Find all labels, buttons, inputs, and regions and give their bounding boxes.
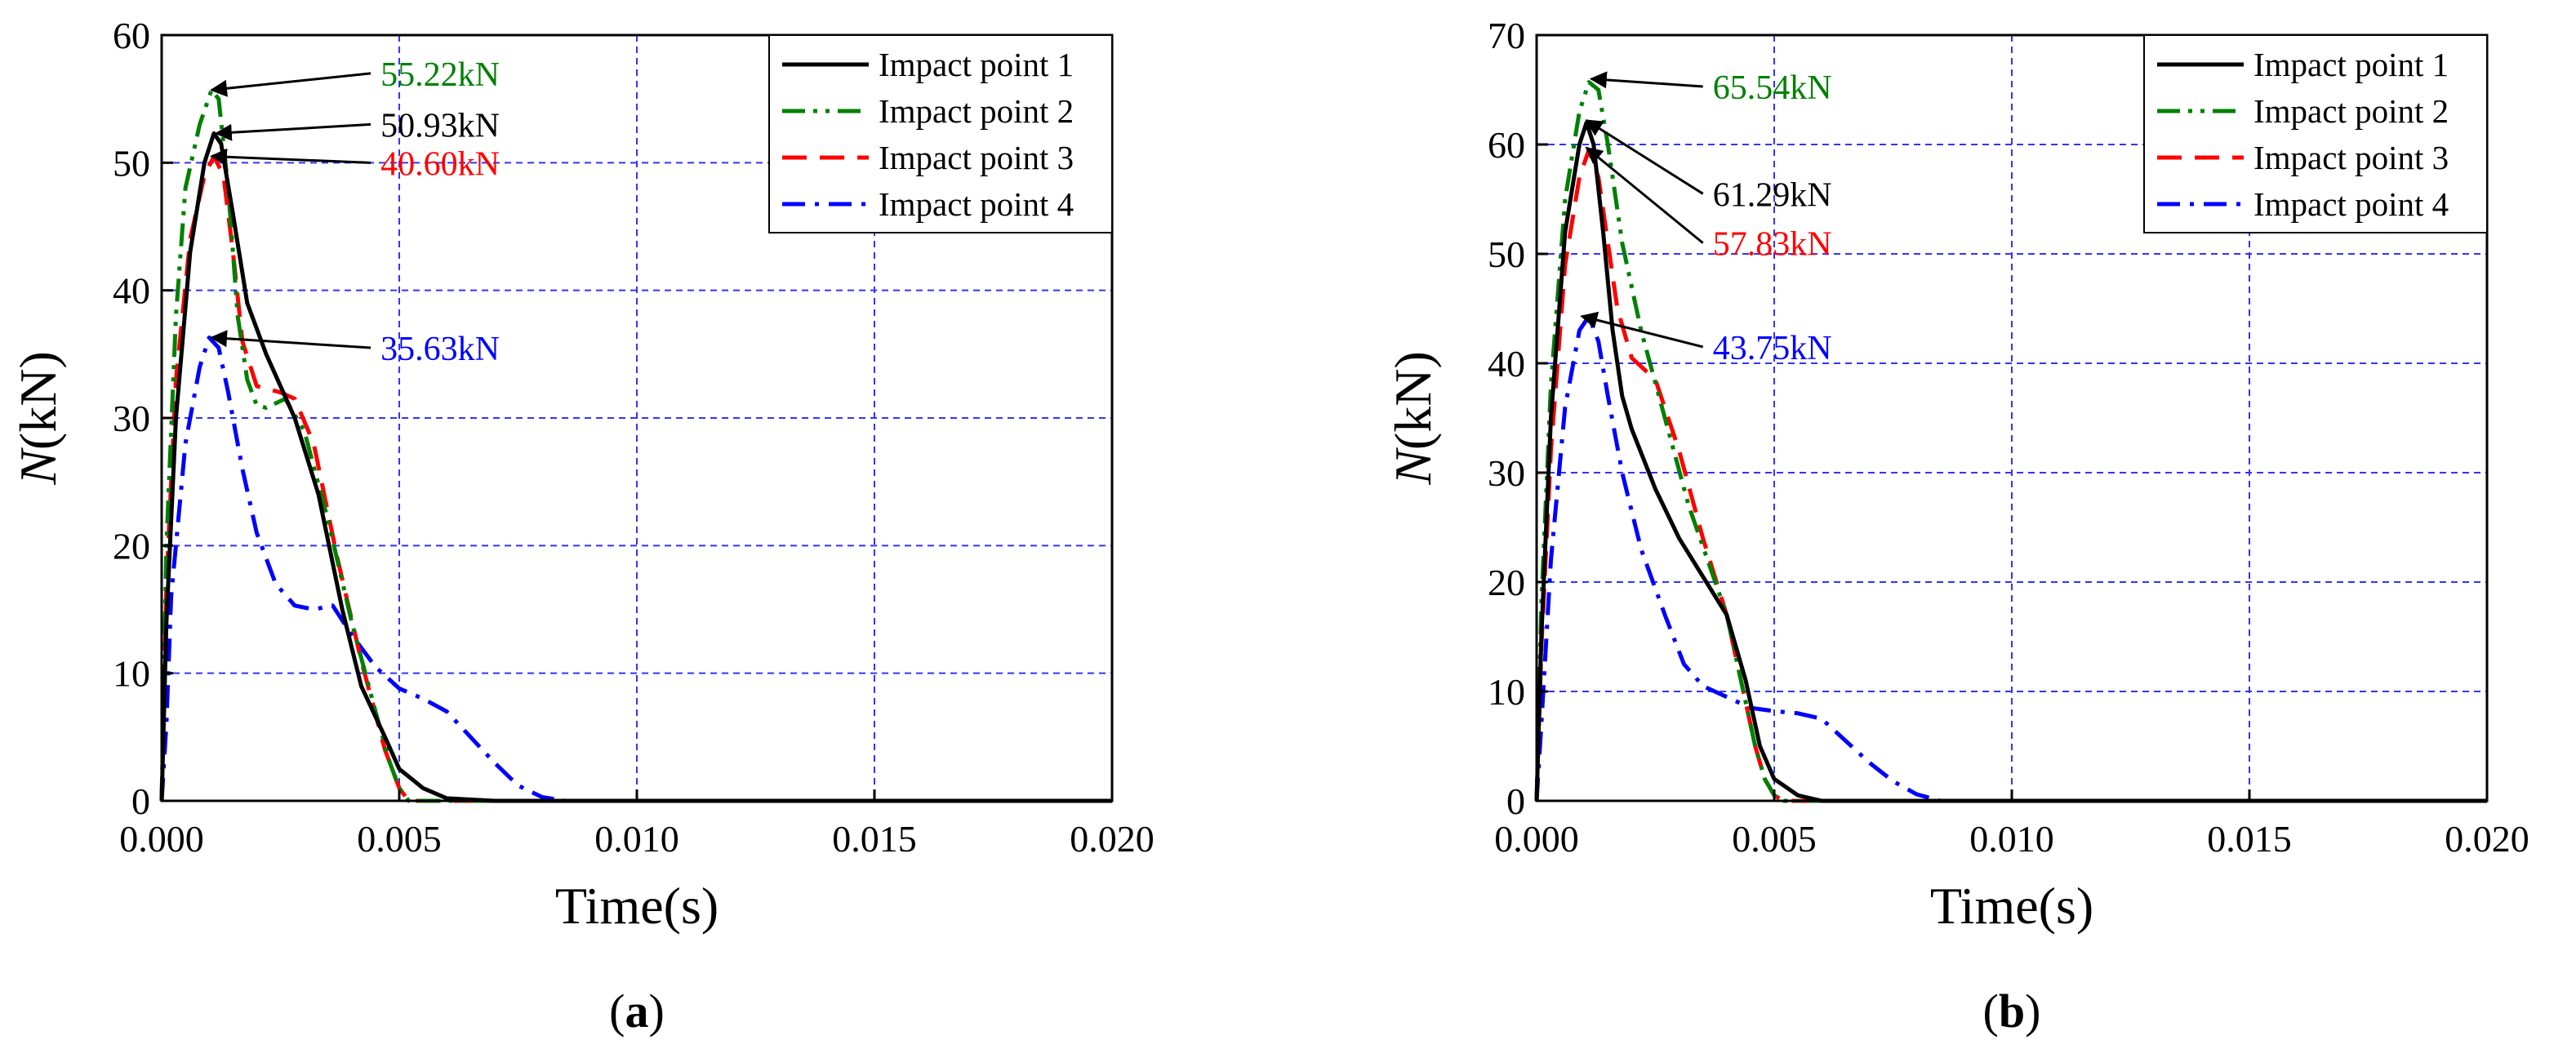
chart-a: 0.000 0.005 0.010 0.015 0.020 0 10 20 30 40 50 60 5… bbox=[9, 15, 1155, 1038]
chart-a-y-axis-label-unit: (kN) bbox=[9, 351, 67, 450]
chart-b-legend-label-4: Impact point 4 bbox=[2253, 185, 2449, 223]
chart-b-annotation-label: 43.75kN bbox=[1713, 330, 1832, 367]
chart-a-y-tick-label: 60 bbox=[113, 15, 150, 56]
chart-a-y-axis-label: N(kN) bbox=[9, 351, 67, 486]
chart-a-ticks: 0.000 0.005 0.010 0.015 0.020 0 10 20 30 40 50 60 bbox=[113, 15, 1155, 860]
chart-b-annotation-arrow bbox=[1580, 311, 1704, 349]
chart-a-legend: Impact point 1 Impact point 2 Impact point… bbox=[768, 34, 1113, 233]
chart-a-y-tick-label: 0 bbox=[131, 780, 150, 822]
chart-b-x-axis-label: Time(s) bbox=[1930, 877, 2093, 935]
chart-a-annotation-arrow bbox=[210, 148, 371, 166]
chart-a-x-tick-label: 0.005 bbox=[357, 818, 442, 860]
chart-b-annotations: 65.54kN 61.29kN 57.83kN 43.75kN bbox=[1580, 69, 1832, 367]
chart-b-legend-box bbox=[2143, 34, 2488, 233]
chart-a-x-tick-label: 0.020 bbox=[1070, 818, 1155, 860]
chart-a-x-tick-label: 0.010 bbox=[594, 818, 679, 860]
chart-b-y-tick-label: 70 bbox=[1488, 15, 1525, 56]
chart-b-annotation-arrow bbox=[1585, 119, 1704, 195]
chart-a-legend-label-2: Impact point 2 bbox=[879, 92, 1074, 130]
chart-a-y-tick-label: 10 bbox=[113, 653, 150, 695]
chart-b-legend: Impact point 1 Impact point 2 Impact point… bbox=[2143, 34, 2488, 233]
chart-a-annotation-arrow bbox=[210, 72, 371, 97]
chart-b-panel-label-close: ) bbox=[2025, 985, 2040, 1038]
chart-b-legend-label-1: Impact point 1 bbox=[2253, 46, 2449, 83]
chart-b-series-line-2 bbox=[1534, 80, 2487, 803]
chart-b-y-tick-label: 60 bbox=[1488, 124, 1525, 166]
chart-b-annotation-label: 57.83kN bbox=[1713, 226, 1832, 264]
chart-a-panel-label-open: ( bbox=[609, 985, 625, 1038]
chart-b-y-axis-label-unit: (kN) bbox=[1384, 351, 1442, 450]
chart-b-annotation-label: 61.29kN bbox=[1713, 176, 1832, 214]
chart-a-x-tick-label: 0.015 bbox=[832, 818, 917, 860]
chart-a-panel-label-close: ) bbox=[649, 985, 665, 1038]
chart-b-y-axis-label: N(kN) bbox=[1384, 351, 1442, 486]
chart-b-ticks: 0.000 0.005 0.010 0.015 0.020 0 10 20 30 40 50 60 70 bbox=[1488, 15, 2529, 860]
chart-b-series-line-4 bbox=[1534, 313, 2487, 803]
chart-a-series-line-1 bbox=[159, 131, 1112, 803]
chart-b-y-axis-label-symbol: N bbox=[1384, 447, 1442, 486]
chart-a-series-line-4 bbox=[159, 336, 1112, 803]
chart-a-y-tick-label: 50 bbox=[113, 142, 150, 184]
chart-b-x-tick-label: 0.000 bbox=[1494, 818, 1579, 860]
chart-b-annotation-arrow bbox=[1585, 146, 1704, 244]
chart-b-x-tick-label: 0.015 bbox=[2207, 818, 2292, 860]
chart-b-legend-label-2: Impact point 2 bbox=[2253, 92, 2449, 130]
chart-a-y-axis-label-symbol: N bbox=[9, 447, 67, 486]
chart-a-legend-label-1: Impact point 1 bbox=[879, 46, 1074, 83]
chart-b-panel-label: (b) bbox=[1983, 985, 2041, 1038]
chart-b-y-tick-label: 30 bbox=[1488, 452, 1525, 494]
chart-b-x-tick-label: 0.020 bbox=[2445, 818, 2529, 860]
chart-b-y-tick-label: 50 bbox=[1488, 233, 1525, 275]
chart-a-annotation-label: 55.22kN bbox=[380, 56, 500, 94]
chart-a-annotation-label: 40.60kN bbox=[380, 145, 500, 183]
chart-b: 0.000 0.005 0.010 0.015 0.020 0 10 20 30 40 50 60 70… bbox=[1384, 15, 2529, 1038]
chart-b-y-tick-label: 20 bbox=[1488, 562, 1525, 603]
chart-a-panel-label: (a) bbox=[609, 985, 665, 1038]
chart-b-y-tick-label: 10 bbox=[1488, 671, 1525, 713]
chart-a-panel-label-letter: a bbox=[625, 985, 649, 1038]
chart-b-panel-label-letter: b bbox=[1999, 985, 2025, 1038]
chart-a-annotation-label: 35.63kN bbox=[380, 331, 500, 368]
chart-a-y-tick-label: 40 bbox=[113, 270, 150, 312]
chart-a-y-tick-label: 30 bbox=[113, 398, 150, 439]
chart-a-series bbox=[159, 87, 1112, 803]
chart-b-annotation-arrow bbox=[1589, 71, 1703, 89]
chart-a-legend-label-3: Impact point 3 bbox=[879, 139, 1074, 176]
chart-b-annotation-label: 65.54kN bbox=[1713, 69, 1832, 107]
chart-a-legend-box bbox=[768, 34, 1113, 233]
chart-b-series-line-1 bbox=[1534, 120, 2487, 803]
chart-b-x-tick-label: 0.010 bbox=[1969, 818, 2054, 860]
chart-b-y-tick-label: 0 bbox=[1506, 780, 1525, 822]
chart-b-y-tick-label: 40 bbox=[1488, 343, 1525, 385]
chart-b-panel-label-open: ( bbox=[1983, 985, 1999, 1038]
chart-b-series-line-3 bbox=[1534, 148, 2487, 803]
chart-b-x-tick-label: 0.005 bbox=[1732, 818, 1817, 860]
chart-b-legend-label-3: Impact point 3 bbox=[2253, 139, 2449, 176]
chart-b-series bbox=[1534, 80, 2487, 803]
chart-a-x-axis-label: Time(s) bbox=[555, 877, 719, 935]
chart-a-y-tick-label: 20 bbox=[113, 525, 150, 567]
chart-b-grid bbox=[1537, 35, 2487, 801]
chart-a-annotation-arrow bbox=[214, 122, 371, 141]
chart-a-annotation-arrow bbox=[210, 330, 371, 349]
chart-a-legend-label-4: Impact point 4 bbox=[879, 185, 1074, 223]
chart-a-x-tick-label: 0.000 bbox=[119, 818, 204, 860]
chart-a-annotation-label: 50.93kN bbox=[380, 107, 500, 144]
